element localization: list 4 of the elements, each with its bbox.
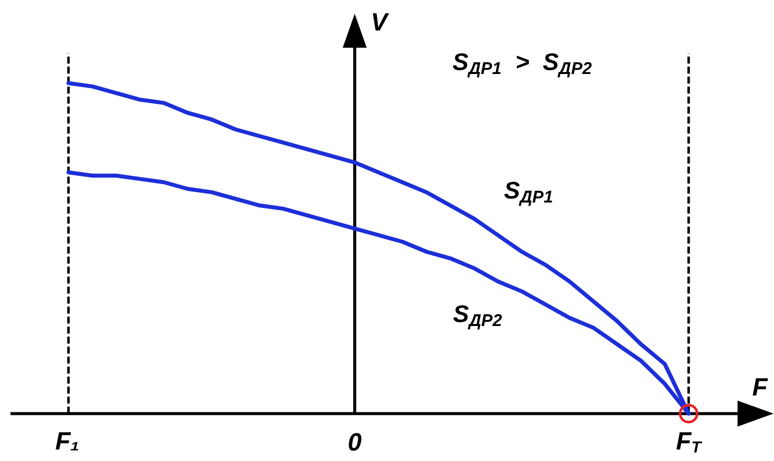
- x-tick-label: F₁: [55, 428, 80, 456]
- x-axis-title: F: [752, 374, 768, 402]
- y-axis-title: V: [370, 8, 390, 37]
- x-tick-label: 0: [348, 428, 362, 457]
